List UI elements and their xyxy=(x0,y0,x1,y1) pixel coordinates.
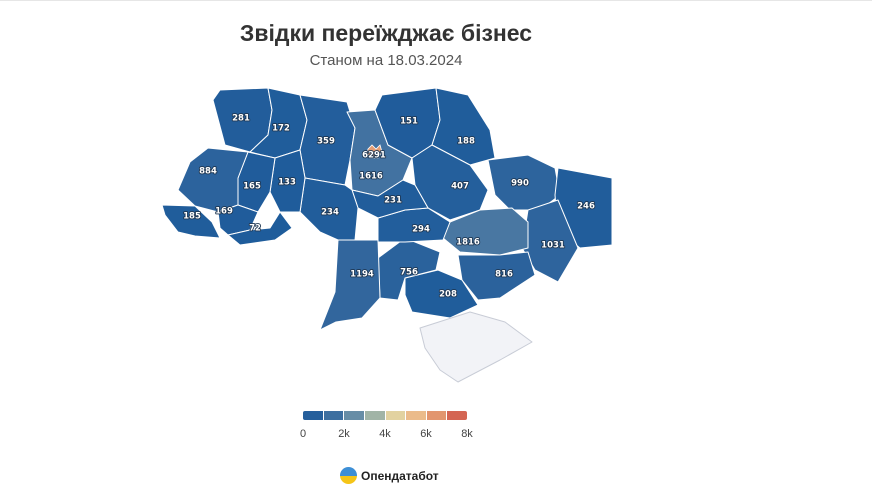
region-value-label: 756 xyxy=(400,268,418,278)
legend-color-step xyxy=(447,411,467,420)
ukraine-map: 281 172 359 6291 1616 151 188 407 990 246 1031 1816… xyxy=(161,87,613,383)
region-value-label: 169 xyxy=(215,207,233,217)
opendatabot-logo-icon xyxy=(340,467,357,484)
region-value-label: 1616 xyxy=(359,172,383,182)
brand[interactable]: Опендатабот xyxy=(340,467,439,484)
region-value-label: 407 xyxy=(451,182,469,192)
chart-title: Звідки переїжджає бізнес xyxy=(239,20,533,46)
region-value-label: 281 xyxy=(232,114,250,124)
region-Вінницька[interactable] xyxy=(299,177,359,241)
region-value-label: 6291 xyxy=(362,151,386,161)
region-Львівська[interactable] xyxy=(177,147,249,213)
legend-color-step xyxy=(303,411,324,420)
legend-color-step xyxy=(406,411,427,420)
region-value-label: 231 xyxy=(384,196,402,206)
region-Дніпропетровська[interactable] xyxy=(442,207,529,256)
region-value-label: 72 xyxy=(249,224,261,234)
legend-color-step xyxy=(364,411,386,420)
region-value-label: 133 xyxy=(278,178,296,188)
region-Закарпатська[interactable] xyxy=(161,204,221,239)
legend-color-step xyxy=(344,411,365,420)
legend-tick-label: 6k xyxy=(420,428,432,440)
region-value-label: 185 xyxy=(183,212,201,222)
top-divider xyxy=(0,0,872,1)
legend-tick-label: 0 xyxy=(299,428,307,440)
region-value-label: 1816 xyxy=(456,238,480,248)
region-value-label: 359 xyxy=(317,137,335,147)
region-value-label: 816 xyxy=(495,270,513,280)
region-Херсонська[interactable] xyxy=(404,269,479,319)
region-Одеська[interactable] xyxy=(319,239,381,331)
chart-subtitle: Станом на 18.03.2024 xyxy=(309,52,463,69)
region-Сумська[interactable] xyxy=(431,87,496,166)
color-legend: 0 2k 4k 6k 8k xyxy=(299,411,473,442)
region-value-label: 188 xyxy=(457,137,475,147)
region-Черкаська[interactable] xyxy=(351,179,429,219)
legend-tick-label: 8k xyxy=(461,428,473,440)
region-value-label: 151 xyxy=(400,117,418,127)
legend-color-bar xyxy=(303,411,467,420)
region-Чернівецька[interactable] xyxy=(227,211,293,246)
legend-tick-label: 2k xyxy=(338,428,350,440)
legend-color-step xyxy=(323,411,345,420)
region-value-label: 172 xyxy=(272,124,290,134)
region-value-label: 208 xyxy=(439,290,457,300)
region-value-label: 246 xyxy=(577,202,595,212)
region-value-label: 990 xyxy=(511,179,529,189)
region-Крим[interactable] xyxy=(419,311,533,383)
region-value-label: 1194 xyxy=(350,270,374,280)
region-value-label: 294 xyxy=(412,225,430,235)
legend-color-step xyxy=(426,411,448,420)
brand-name: Опендатабот xyxy=(361,468,439,483)
region-value-label: 234 xyxy=(321,208,339,218)
region-value-label: 165 xyxy=(243,182,261,192)
legend-color-step xyxy=(385,411,407,420)
region-value-label: 884 xyxy=(199,167,217,177)
region-value-label: 1031 xyxy=(541,241,565,251)
kyiv-city-marker[interactable] xyxy=(366,144,383,159)
legend-tick-label: 4k xyxy=(379,428,391,440)
legend-ticks: 0 2k 4k 6k 8k xyxy=(299,428,473,442)
